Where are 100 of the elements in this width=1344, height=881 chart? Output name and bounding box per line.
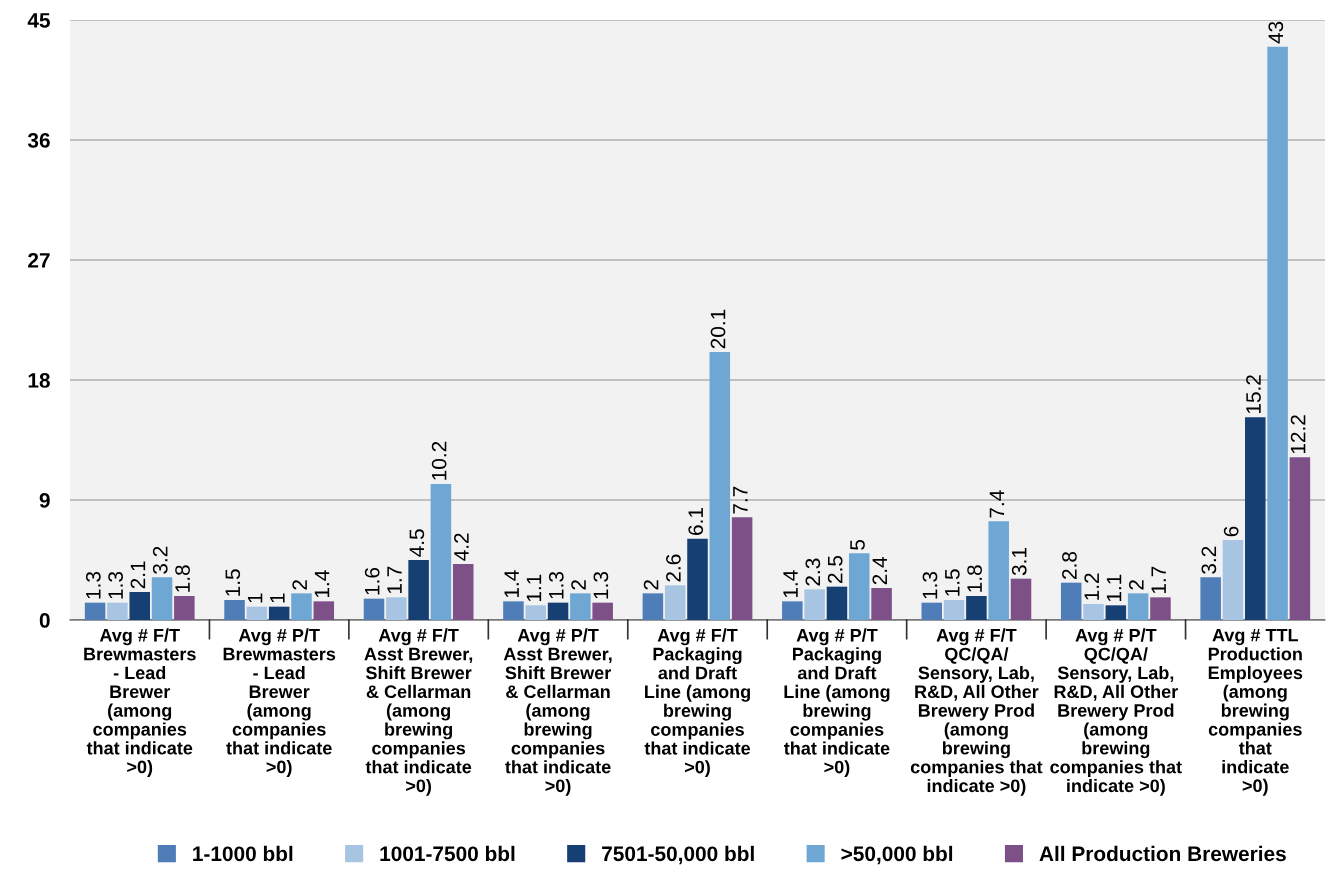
bar (107, 602, 128, 620)
data-label: 7.7 (733, 486, 748, 514)
bar (1245, 417, 1266, 620)
data-label: 2.6 (666, 554, 681, 582)
data-label: 2 (643, 580, 659, 590)
data-label: 1.7 (387, 566, 402, 594)
y-tick-label: 45 (27, 13, 50, 28)
data-label: 1 (247, 593, 263, 603)
bar (129, 592, 150, 620)
data-label: 2.1 (130, 561, 146, 589)
bar (1267, 46, 1288, 620)
category-label: Avg # F/T QC/QA/ Sensory, Lab, R&D, All Other Brewery Prod (among brewing companies that indicate >0) (910, 628, 1043, 796)
data-label: 2 (571, 580, 586, 590)
data-label: 1.3 (922, 571, 938, 599)
data-label: 6.1 (688, 508, 704, 535)
data-label: 1.6 (364, 567, 380, 595)
data-label: 4.5 (409, 529, 425, 557)
data-label: 10.2 (431, 441, 447, 480)
data-label: 6 (1223, 526, 1239, 537)
data-label: 12.2 (1290, 415, 1306, 454)
bar (547, 602, 569, 620)
bar (246, 606, 268, 620)
legend-label: >50,000 bbl (841, 845, 953, 865)
x-tick-label: Avg # F/T Packaging and Draft Line (among brewing companies that indicate >0) (644, 628, 751, 778)
category-label: Avg # TTL Production Employees (among brewing companies that indicate >0) (1208, 628, 1303, 796)
bar (268, 606, 290, 620)
bar (313, 601, 335, 620)
data-label: 2.3 (805, 558, 821, 586)
bar (687, 538, 708, 620)
data-label: 43 (1268, 21, 1284, 44)
data-label: 20.1 (710, 309, 726, 349)
bar (386, 597, 407, 620)
bar (804, 589, 825, 620)
data-label: 1.1 (526, 574, 542, 602)
data-label: 1.4 (504, 570, 519, 598)
bar (408, 560, 429, 620)
bar (642, 593, 664, 620)
bar (84, 602, 106, 620)
bar (1200, 577, 1221, 620)
bar (848, 553, 870, 620)
y-tick-label: 9 (39, 493, 50, 508)
legend-label: 1001-7500 bbl (380, 845, 515, 862)
bar (871, 588, 892, 620)
bar (782, 601, 803, 620)
data-label: 4.2 (454, 533, 469, 561)
x-tick-label: Avg # P/T Packaging and Draft Line (among brewing companies that indicate >0) (784, 628, 890, 778)
bar (174, 596, 195, 620)
data-label: 1.1 (1106, 574, 1122, 602)
data-label: 2 (292, 580, 307, 590)
bar (503, 601, 524, 620)
data-label: 7.4 (989, 490, 1005, 518)
data-label: 1.7 (1151, 566, 1166, 594)
data-label: 1 (270, 593, 285, 603)
legend-label: 1-1000 bbl (193, 845, 293, 862)
data-label: 1.4 (314, 570, 330, 598)
bar (988, 521, 1009, 620)
bar (1127, 593, 1149, 620)
bar (592, 602, 613, 620)
data-label: 2.5 (827, 555, 843, 583)
bar (224, 600, 245, 620)
bar (943, 600, 965, 620)
data-label: 1.5 (225, 569, 241, 596)
bar (966, 596, 987, 620)
data-label: 1.4 (783, 570, 798, 598)
bar (731, 517, 753, 620)
data-label: 1.8 (967, 565, 982, 592)
bar (826, 586, 848, 620)
bar (525, 605, 547, 620)
data-label: 1.3 (108, 571, 123, 599)
y-tick-label: 36 (27, 133, 50, 148)
bar (291, 593, 312, 620)
bar (363, 598, 385, 620)
data-label: 1.3 (85, 571, 101, 599)
data-label: 2.4 (872, 556, 887, 585)
bar (664, 585, 686, 620)
y-tick-label: 27 (28, 253, 50, 268)
data-label: 1.3 (593, 571, 609, 599)
category-label: Avg # P/T QC/QA/ Sensory, Lab, R&D, All Other Brewery Prod (among brewing companies that indicate >0) (1050, 628, 1182, 796)
bar (1105, 605, 1127, 620)
data-label: 1.2 (1084, 573, 1099, 600)
data-label: 3.1 (1011, 548, 1027, 576)
bar (1010, 578, 1032, 620)
x-tick-label: Avg # P/T Brewmasters - Lead Brewer (among companies that indicate >0) (223, 628, 336, 777)
x-tick-label: Avg # F/T Brewmasters - Lead Brewer (among companies that indicate >0) (84, 628, 196, 777)
bar (1222, 540, 1244, 620)
data-label: 1.3 (548, 571, 564, 599)
y-tick-label: 18 (28, 373, 50, 388)
bar (709, 352, 731, 620)
bar (151, 577, 173, 620)
bar (1289, 457, 1311, 620)
bar (1060, 582, 1082, 620)
data-label: 3.2 (152, 546, 168, 574)
bar (452, 564, 474, 620)
bar (570, 593, 591, 620)
bar (1150, 597, 1171, 620)
data-label: 2.8 (1062, 551, 1077, 579)
data-label: 1.8 (175, 565, 190, 592)
category-label: Avg # P/T Asst Brewer, Shift Brewer & Cellarman (among brewing companies that indicate >0) (503, 628, 612, 796)
data-label: 1.5 (945, 569, 960, 596)
y-tick-label: 0 (39, 613, 50, 628)
